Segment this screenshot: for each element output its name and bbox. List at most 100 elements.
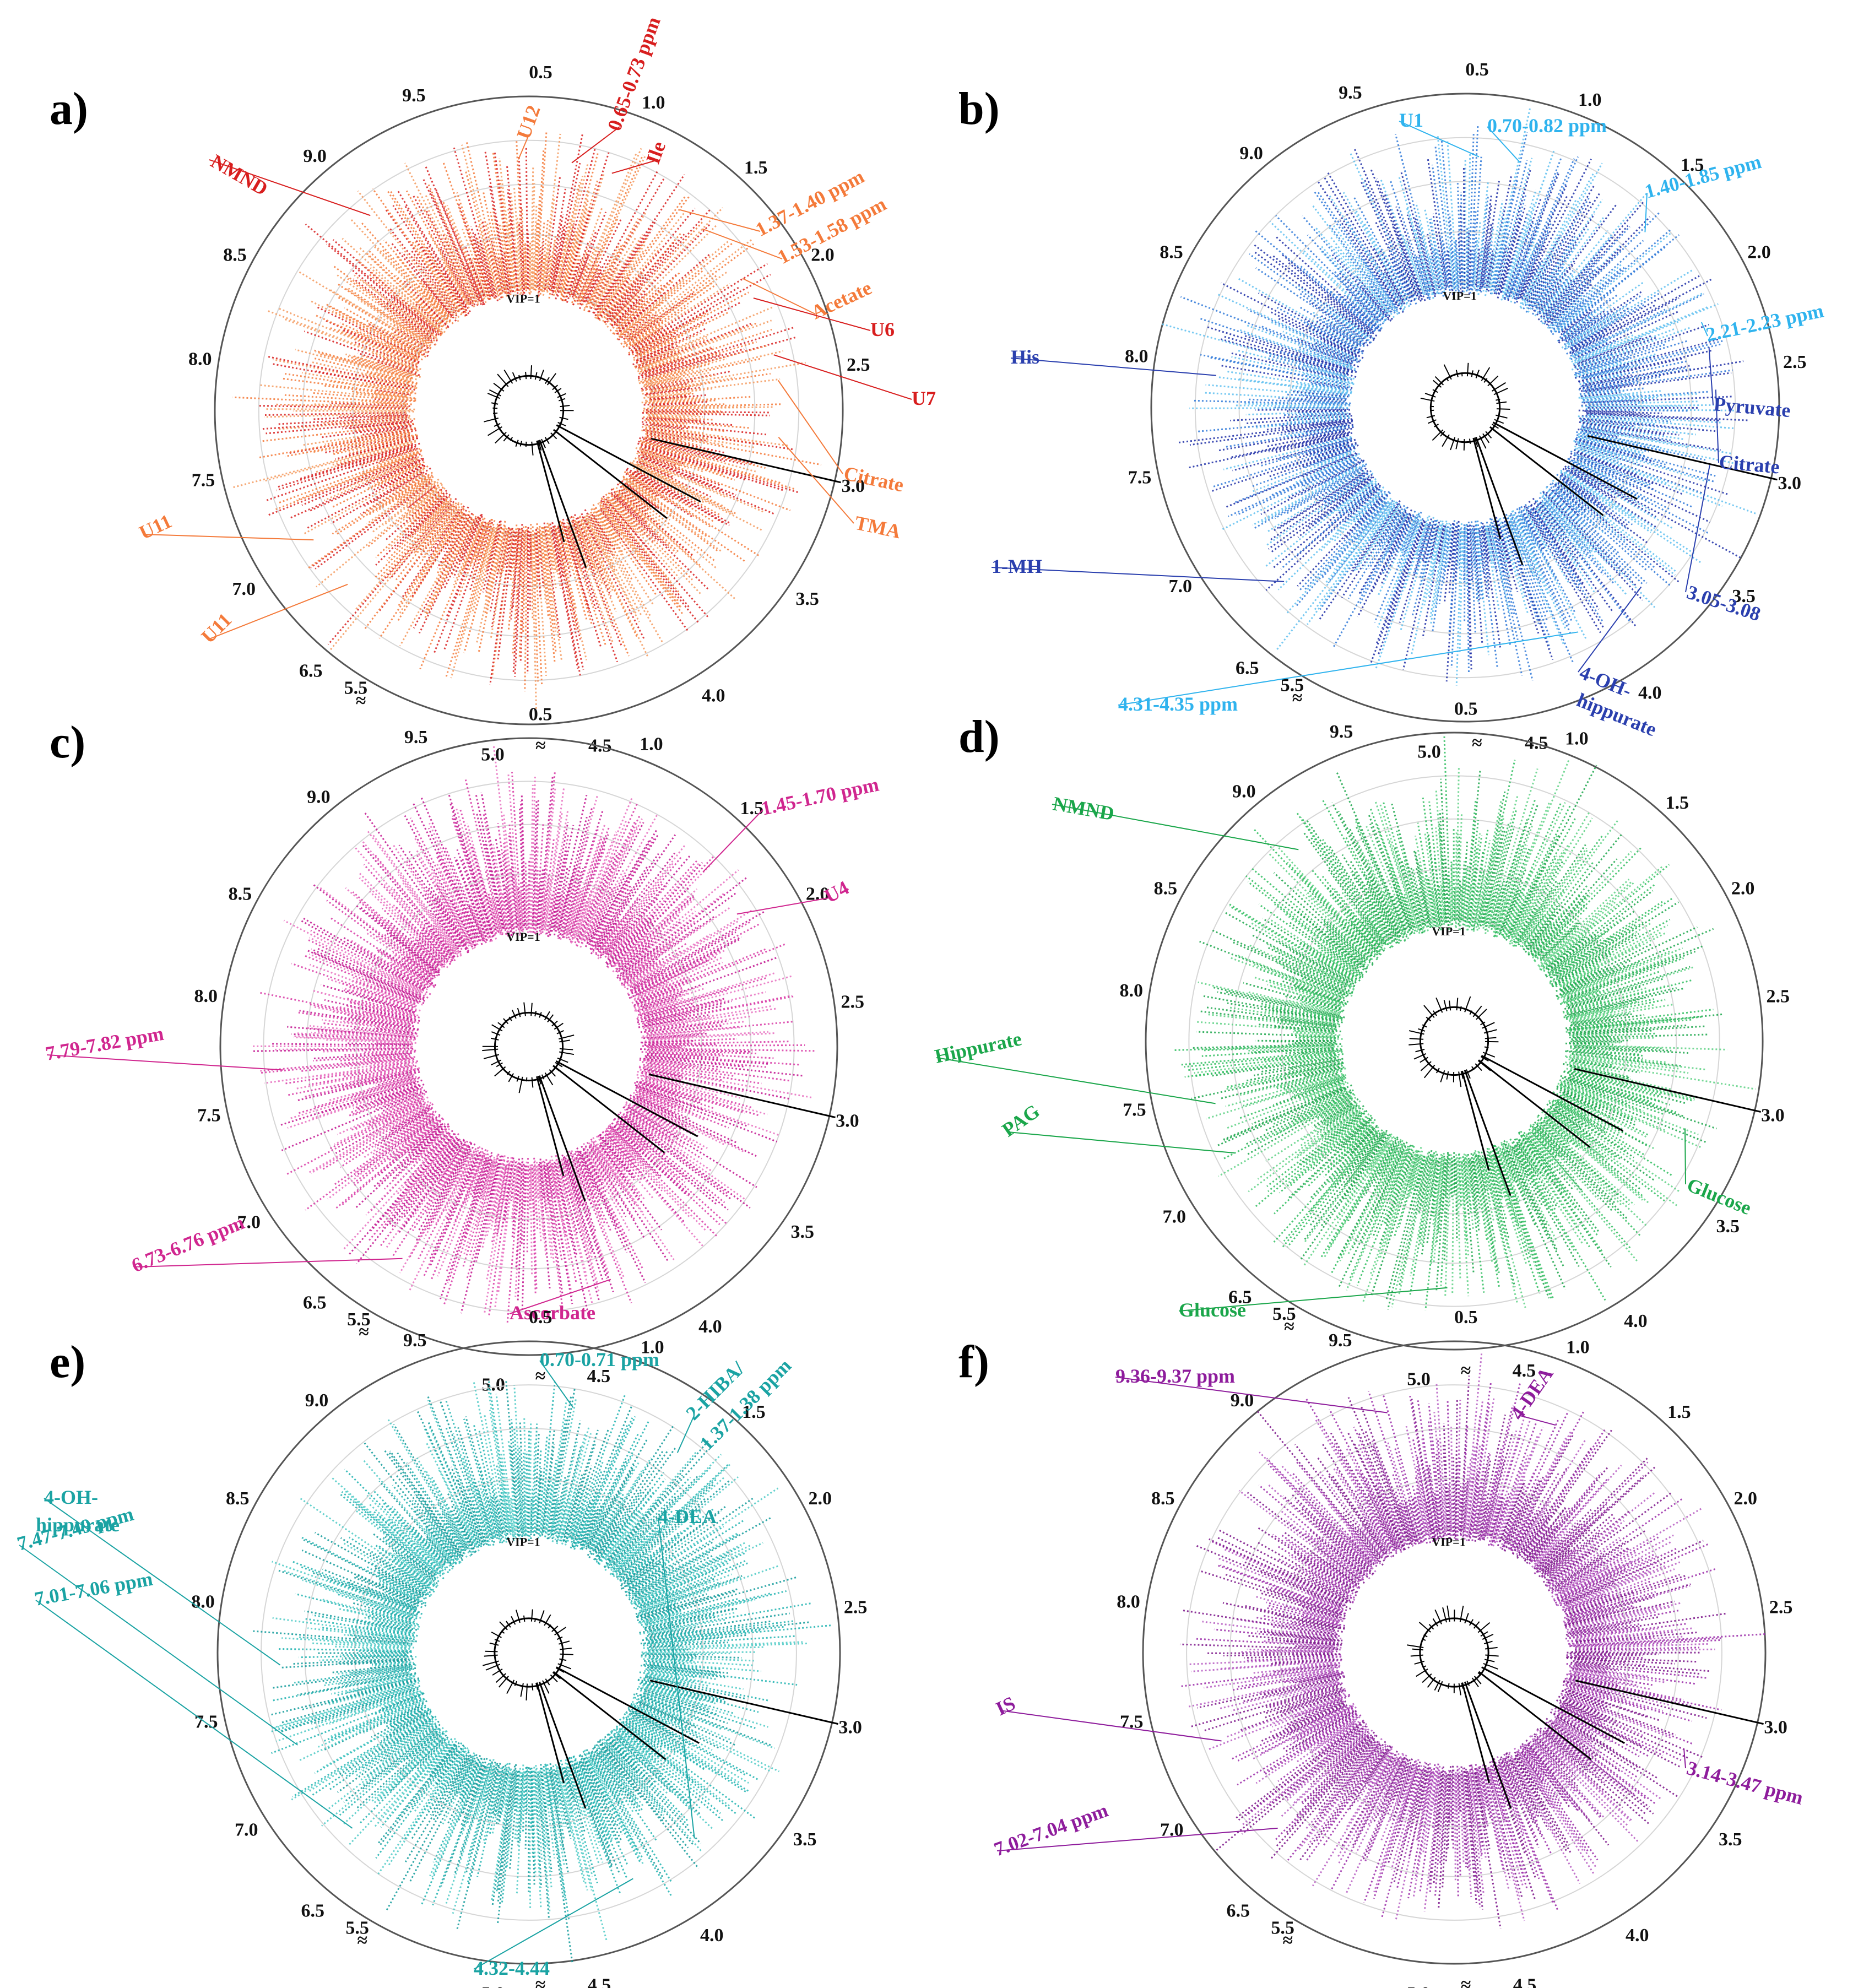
spectrum-spoke [324,429,414,446]
spectrum-spoke [612,898,695,973]
spectrum-spoke [356,1700,424,1732]
spectrum-spoke [398,874,458,953]
spectrum-spoke [1380,507,1408,551]
spectrum-spoke [1524,253,1554,304]
spectrum-spoke [441,1749,470,1795]
spectrum-spoke [1334,321,1367,344]
spectrum-spoke [1427,523,1444,598]
spectrum-spoke [1538,935,1575,968]
spectrum-spoke [505,1380,520,1537]
spectrum-spoke [1288,262,1374,333]
spectrum-spoke [642,451,682,468]
spectrum-spoke [1347,512,1402,599]
center-spike [1480,1021,1486,1026]
spectrum-spoke [1285,409,1351,412]
spectrum-spoke [649,417,706,422]
spectrum-spoke [625,1101,708,1149]
spectrum-spoke [384,1707,422,1728]
spectrum-spoke [635,950,720,994]
spectrum-spoke [1540,254,1601,323]
spectrum-spoke [307,1715,429,1793]
spectrum-spoke [1567,466,1674,530]
spectrum-spoke [1302,372,1355,386]
spectrum-spoke [369,1663,410,1669]
spectrum-spoke [329,1690,421,1725]
spectrum-spoke [1239,1080,1344,1119]
spectrum-spoke [544,1763,566,1899]
center-spike [1449,1000,1451,1011]
spectrum-spoke [1298,367,1349,381]
spectrum-spoke [355,1117,434,1177]
spectrum-spoke [273,359,418,389]
spectrum-spoke [554,883,566,930]
spectrum-spoke [499,180,514,288]
ppm-tick-label: 8.5 [1160,242,1183,262]
spectrum-spoke [340,1653,406,1656]
spectrum-spoke [1511,1146,1529,1177]
spectrum-spoke [264,413,407,418]
spectrum-spoke [488,1771,500,1812]
spectrum-spoke [1535,500,1565,539]
spectrum-spoke [1479,527,1498,669]
spectrum-spoke [394,497,445,550]
spectrum-spoke [599,501,682,609]
center-spike [485,1650,498,1653]
spectrum-spoke [297,1077,420,1114]
spectrum-spoke [1443,243,1451,291]
spectrum-spoke [335,1678,411,1697]
spectrum-spoke [560,198,589,295]
center-spike [485,1664,501,1671]
spectrum-spoke [1355,275,1393,320]
spectrum-spoke [1412,867,1429,931]
spectrum-spoke [1362,903,1393,947]
spectrum-spoke [1313,927,1367,970]
spectrum-spoke [630,286,739,352]
spectrum-spoke [619,482,651,508]
spectrum-spoke [648,1052,701,1057]
spectrum-spoke [469,259,485,297]
spectrum-spoke [604,240,676,323]
spectrum-spoke [413,1742,447,1779]
spectrum-spoke [361,279,437,339]
spectrum-spoke [1300,976,1347,998]
spectrum-spoke [299,1703,421,1762]
center-spike [1420,397,1435,402]
spectrum-spoke [637,1000,733,1023]
spectrum-spoke [1563,316,1599,342]
spectrum-spoke [1319,501,1398,610]
spectrum-spoke [1556,965,1626,997]
spectrum-spoke [615,486,695,557]
spectrum-spoke [1552,479,1627,542]
spectrum-spoke [1320,489,1383,551]
spectrum-spoke [385,1737,456,1820]
spectrum-spoke [596,1146,675,1260]
spectrum-spoke [435,882,473,948]
spectrum-spoke [1223,436,1352,470]
spectrum-spoke [413,256,457,315]
spectrum-spoke [400,480,436,508]
spectrum-spoke [1545,910,1635,977]
center-spike [1494,419,1504,424]
spectrum-spoke [1388,838,1421,934]
grid-ring [1188,775,1720,1307]
spectrum-spoke [283,1569,418,1616]
spectrum-spoke [1580,446,1621,462]
spectrum-spoke [645,1662,698,1670]
ppm-tick-label: 1.5 [1681,155,1704,175]
spectrum-spoke [1486,522,1512,646]
spectrum-spoke [1586,413,1720,421]
spectrum-spoke [445,520,496,678]
spectrum-spoke [1414,524,1432,576]
spectrum-spoke [1524,234,1562,300]
spectrum-spoke [1296,441,1350,459]
ppm-tick-label: 2.5 [847,355,870,375]
spectrum-spoke [563,1444,596,1542]
spectrum-spoke [417,301,442,325]
spectrum-spoke [1521,516,1558,581]
spectrum-spoke [595,234,644,307]
ppm-tick-label: 6.5 [303,1292,327,1313]
spectrum-spoke [1417,822,1435,923]
spectrum-spoke [1564,967,1615,992]
ppm-3-line [1574,1068,1761,1113]
spectrum-spoke [1302,215,1388,317]
